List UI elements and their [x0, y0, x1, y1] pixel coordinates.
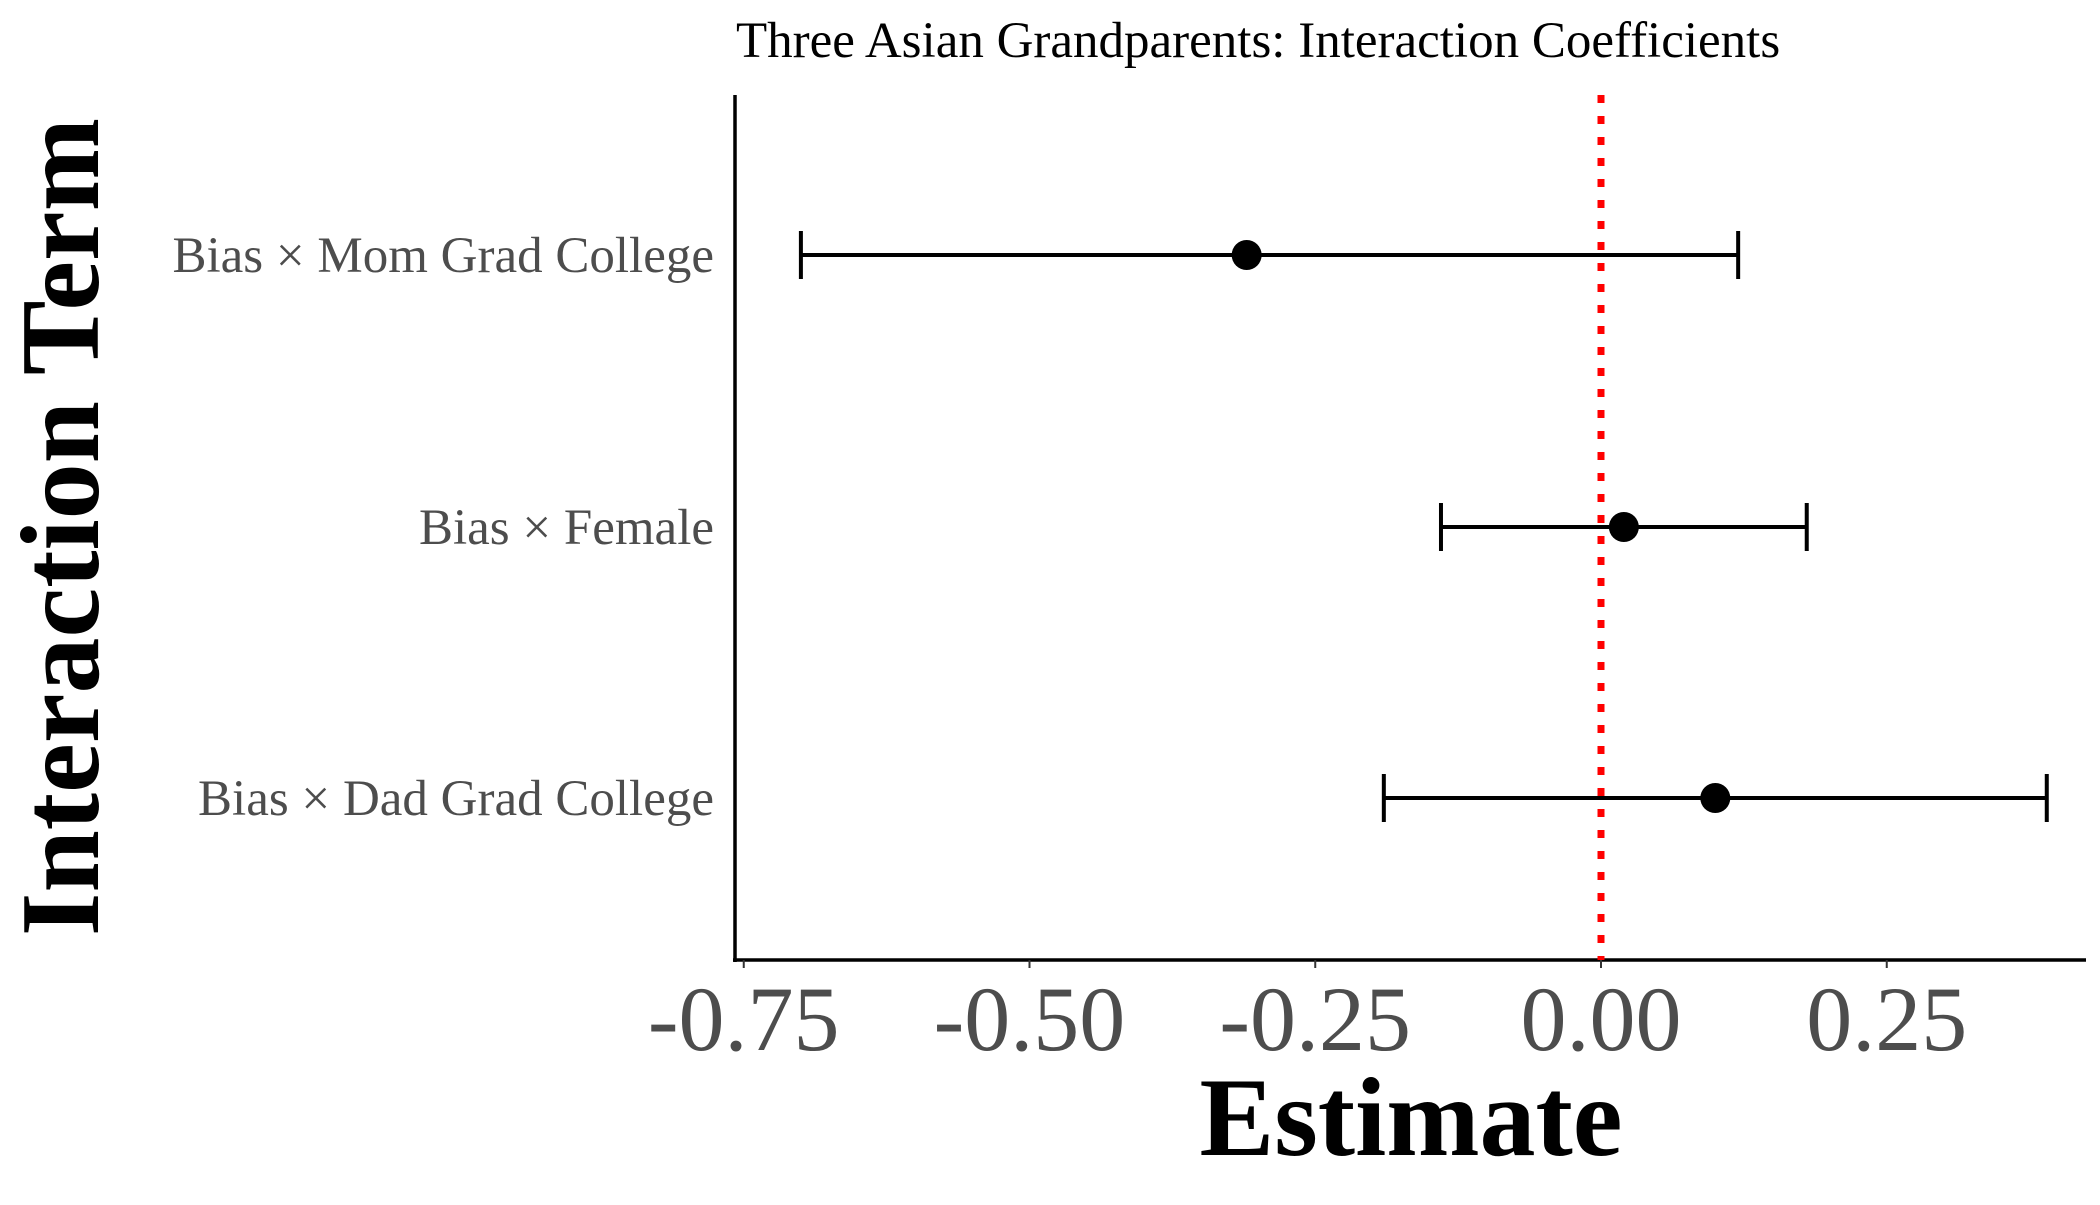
y-axis-title: Interaction Term: [0, 118, 123, 936]
chart-title: Three Asian Grandparents: Interaction Co…: [736, 13, 1780, 69]
x-tick-label: -0.25: [1219, 968, 1411, 1070]
axes: [733, 95, 2086, 962]
y-tick-label: Bias × Female: [419, 500, 714, 556]
x-axis-title: Estimate: [1199, 1056, 1622, 1180]
x-tick-label: -0.50: [934, 968, 1126, 1070]
estimate-point: [1231, 240, 1262, 270]
y-tick-labels: Bias × Mom Grad College Bias × Female Bias…: [172, 228, 714, 827]
estimate-point: [1608, 512, 1639, 542]
x-tick-label: -0.75: [648, 968, 840, 1070]
x-tick-label: 0.00: [1521, 968, 1682, 1070]
series-layer: [798, 231, 2049, 822]
y-tick-label: Bias × Mom Grad College: [172, 228, 714, 284]
x-ticks: -0.75 -0.50 -0.25 0.00 0.25: [648, 960, 1967, 1070]
y-tick-label: Bias × Dad Grad College: [198, 771, 714, 827]
x-tick-label: 0.25: [1806, 968, 1967, 1070]
estimate-point: [1700, 783, 1731, 813]
